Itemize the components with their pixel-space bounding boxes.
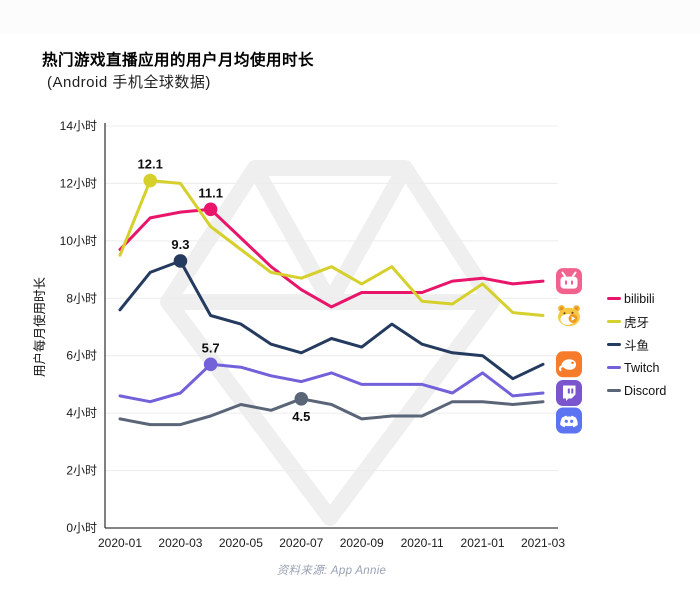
x-tick-label: 2020-01 <box>98 536 142 550</box>
top-bar <box>0 0 700 34</box>
y-tick-label: 2小时 <box>66 464 97 478</box>
legend-item-discord: Discord <box>607 379 666 402</box>
bilibili-app-icon <box>556 268 582 295</box>
legend-label: 斗鱼 <box>624 339 650 353</box>
page-title: 热门游戏直播应用的用户月均使用时长 <box>42 52 315 69</box>
data-point-label: 9.3 <box>171 237 189 252</box>
discord-app-icon <box>556 407 582 434</box>
legend-item-bilibili: bilibili <box>607 287 666 310</box>
legend: bilibili 虎牙 斗鱼 Twitch Discord <box>607 287 666 402</box>
y-tick-label: 12小时 <box>60 176 97 190</box>
series-line-Discord <box>118 397 545 427</box>
x-axis-tick-labels: 2020-01 2020-03 2020-05 2020-07 2020-09 2020-… <box>98 536 565 550</box>
legend-item-douyu: 斗鱼 <box>607 333 666 356</box>
data-point-label: 5.7 <box>202 340 220 355</box>
data-point-label: 4.5 <box>292 409 310 424</box>
series-line-bilibili <box>118 207 545 309</box>
x-tick-label: 2020-11 <box>401 536 444 550</box>
data-point-marker-虎牙 <box>143 173 158 188</box>
data-point-label: 12.1 <box>138 157 163 172</box>
legend-label: 虎牙 <box>624 316 650 330</box>
legend-label: Twitch <box>624 360 660 375</box>
x-tick-label: 2021-01 <box>461 536 505 550</box>
x-tick-label: 2020-03 <box>158 536 202 550</box>
legend-label: bilibili <box>624 291 655 306</box>
data-point-marker-bilibili <box>203 202 218 217</box>
legend-dash-discord <box>607 389 621 392</box>
legend-label: Discord <box>624 383 667 398</box>
data-point-marker-Twitch <box>203 357 218 372</box>
y-axis-tick-labels: 0小时 2小时 4小时 6小时 8小时 10小时 12小时 14小时 <box>60 119 97 535</box>
x-tick-label: 2020-05 <box>219 536 263 550</box>
huya-app-icon <box>558 305 580 327</box>
series-line-虎牙 <box>118 179 545 317</box>
data-point-marker-Discord <box>294 391 309 406</box>
legend-dash-bilibili <box>607 297 621 300</box>
page-subtitle: (Android 手机全球数据) <box>47 74 211 91</box>
y-tick-label: 10小时 <box>60 234 97 248</box>
data-point-label: 11.1 <box>198 185 223 200</box>
data-point-marker-斗鱼 <box>173 254 188 268</box>
douyu-app-icon <box>556 351 582 378</box>
series-line-Twitch <box>118 362 545 404</box>
series-line-斗鱼 <box>118 259 545 381</box>
grid-lines <box>105 125 558 472</box>
y-tick-label: 4小时 <box>66 406 97 420</box>
legend-item-huya: 虎牙 <box>607 310 666 333</box>
y-tick-label: 14小时 <box>60 119 97 133</box>
x-tick-label: 2021-03 <box>521 536 565 550</box>
legend-dash-douyu <box>607 343 621 346</box>
twitch-app-icon <box>556 380 582 406</box>
x-tick-label: 2020-07 <box>279 536 323 550</box>
y-tick-label: 6小时 <box>66 349 97 363</box>
y-tick-label: 0小时 <box>66 521 97 535</box>
legend-dash-huya <box>607 320 621 323</box>
data-source-note: 资料来源: App Annie <box>276 565 387 577</box>
legend-dash-twitch <box>607 366 621 369</box>
y-tick-label: 8小时 <box>66 291 97 305</box>
x-tick-label: 2020-09 <box>340 536 384 550</box>
legend-item-twitch: Twitch <box>607 356 666 379</box>
y-axis-title: 用户每月使用时长 <box>32 277 47 378</box>
